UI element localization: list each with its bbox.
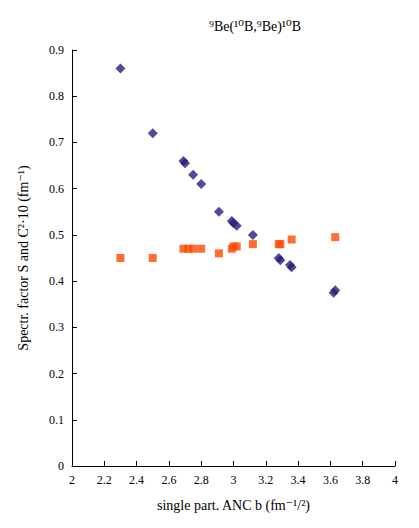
svg-text:0.2: 0.2 xyxy=(49,367,64,381)
svg-text:0.8: 0.8 xyxy=(49,89,64,103)
svg-text:2.4: 2.4 xyxy=(129,473,144,487)
svg-text:0.3: 0.3 xyxy=(49,320,64,334)
svg-text:0.1: 0.1 xyxy=(49,413,64,427)
svg-text:3: 3 xyxy=(231,473,237,487)
svg-text:0.5: 0.5 xyxy=(49,228,64,242)
svg-text:0.4: 0.4 xyxy=(49,274,64,288)
svg-text:0.6: 0.6 xyxy=(49,182,64,196)
svg-text:0: 0 xyxy=(58,459,64,473)
svg-text:3.4: 3.4 xyxy=(291,473,306,487)
svg-text:0.7: 0.7 xyxy=(49,135,64,149)
svg-text:4: 4 xyxy=(392,473,398,487)
svg-text:2.6: 2.6 xyxy=(161,473,176,487)
svg-text:2.2: 2.2 xyxy=(97,473,112,487)
svg-text:3.2: 3.2 xyxy=(258,473,273,487)
svg-text:single part. ANC b (fm⁻¹/²): single part. ANC b (fm⁻¹/²) xyxy=(157,498,310,514)
svg-text:Spectr. factor S and C²·10 (fm: Spectr. factor S and C²·10 (fm⁻¹) xyxy=(16,165,32,351)
svg-text:2.8: 2.8 xyxy=(194,473,209,487)
svg-text:2: 2 xyxy=(69,473,75,487)
svg-text:3.8: 3.8 xyxy=(355,473,370,487)
svg-text:⁹Be(¹⁰B,⁹Be)¹⁰B: ⁹Be(¹⁰B,⁹Be)¹⁰B xyxy=(209,19,301,35)
svg-text:0.9: 0.9 xyxy=(49,43,64,57)
svg-text:3.6: 3.6 xyxy=(323,473,338,487)
